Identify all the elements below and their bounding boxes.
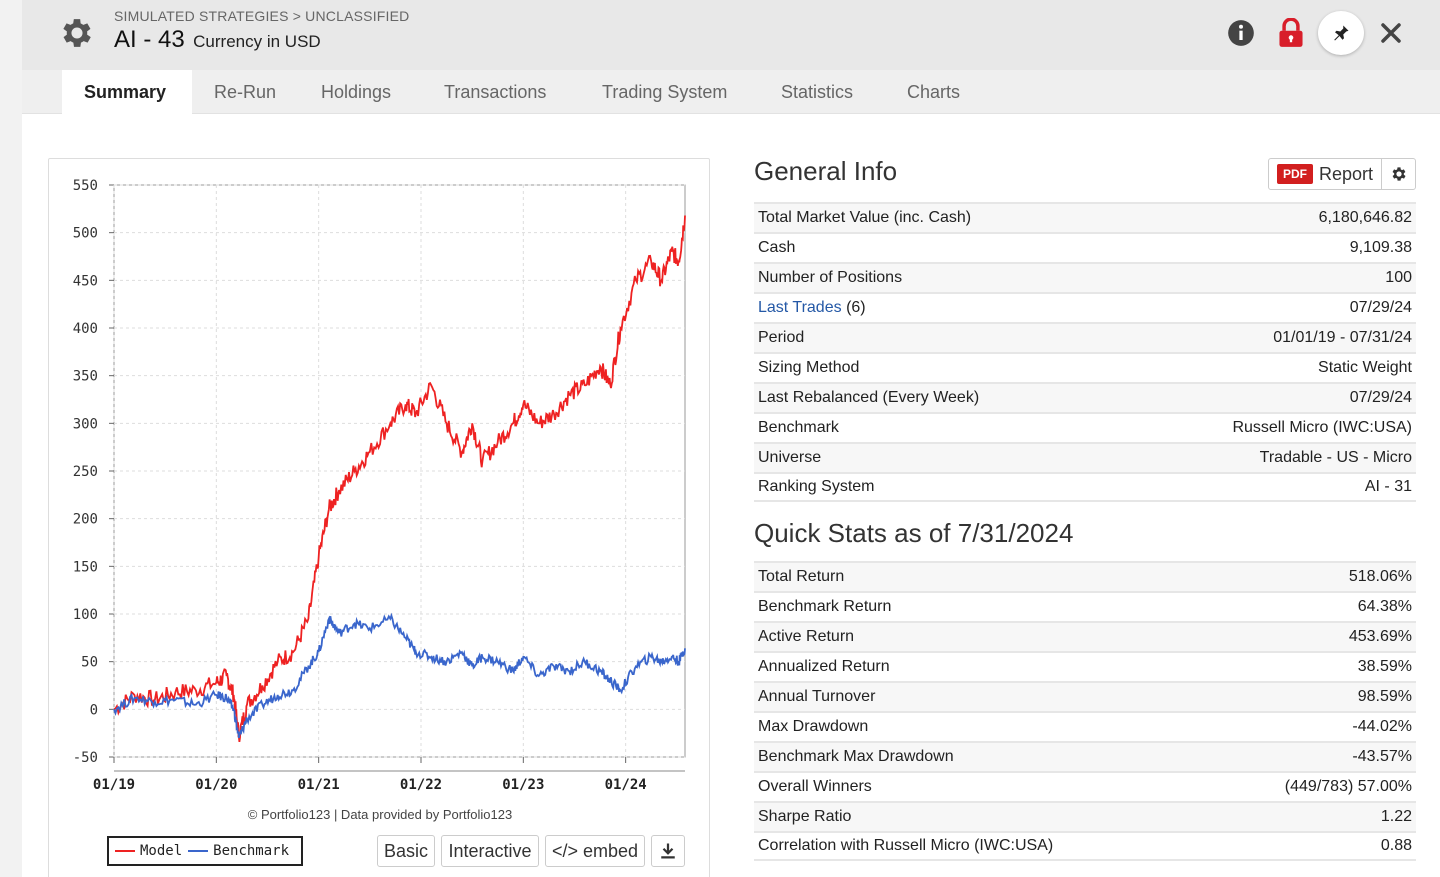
x-tick-label: 01/22: [400, 777, 442, 793]
last-trades-count: (6): [846, 299, 866, 316]
stat-row-overall-winners: Overall Winners (449/783) 57.00%: [754, 771, 1416, 801]
y-tick-label: 400: [73, 321, 98, 337]
legend-model-label: Model: [140, 843, 183, 859]
tab-trading-system[interactable]: Trading System: [602, 82, 728, 102]
y-tick-label: 50: [81, 655, 98, 671]
y-tick-label: 0: [90, 702, 98, 718]
x-tick-label: 01/23: [502, 777, 544, 793]
tab-bar: Summary Re-Run Holdings Transactions Tra…: [22, 70, 1440, 114]
report-label: Report: [1319, 163, 1374, 184]
legend-model-swatch: [115, 850, 135, 852]
legend-benchmark: Benchmark: [188, 843, 289, 859]
info-row-last-rebalanced: Last Rebalanced (Every Week) 07/29/24: [754, 382, 1416, 412]
tab-charts[interactable]: Charts: [907, 82, 961, 102]
info-row-benchmark: Benchmark Russell Micro (IWC:USA): [754, 412, 1416, 442]
x-tick-label: 01/21: [298, 777, 340, 793]
tab-statistics[interactable]: Statistics: [781, 82, 854, 102]
number-of-positions-value[interactable]: 100: [1385, 269, 1412, 286]
info-row-universe: Universe Tradable - US - Micro: [754, 442, 1416, 472]
embed-button[interactable]: </> embed: [545, 835, 645, 867]
general-info-title: General Info: [754, 156, 898, 186]
page-title: AI - 43 Currency in USD: [114, 26, 321, 54]
universe-link[interactable]: Tradable - US - Micro: [1259, 449, 1412, 466]
tab-transactions[interactable]: Transactions: [444, 82, 547, 102]
info-icon[interactable]: [1220, 12, 1262, 54]
number-of-positions-link[interactable]: Number of Positions: [758, 269, 903, 286]
info-row-last-trades: Last Trades (6) 07/29/24: [754, 292, 1416, 322]
report-settings-icon[interactable]: [1381, 159, 1415, 189]
stat-row-sharpe-ratio: Sharpe Ratio 1.22: [754, 801, 1416, 831]
x-tick-label: 01/19: [93, 777, 135, 793]
page-header: SIMULATED STRATEGIES > UNCLASSIFIED AI -…: [22, 0, 1440, 70]
y-tick-label: 200: [73, 512, 98, 528]
last-trades-link[interactable]: Last Trades: [758, 299, 842, 316]
download-icon: [661, 843, 675, 859]
x-tick-label: 01/20: [195, 777, 237, 793]
pdf-badge: PDF: [1277, 164, 1313, 184]
performance-chart-panel: -50 0 50 100 150 200 250 300 350 400 450 500 550 01/1…: [48, 158, 710, 877]
legend-model: Model: [115, 843, 182, 859]
tab-re-run[interactable]: Re-Run: [214, 82, 277, 102]
report-button[interactable]: PDF Report: [1268, 158, 1416, 190]
info-row-sizing-method: Sizing Method Static Weight: [754, 352, 1416, 382]
stat-row-total-return: Total Return 518.06%: [754, 561, 1416, 591]
stat-row-annualized-return: Annualized Return 38.59%: [754, 651, 1416, 681]
info-row-period: Period 01/01/19 - 07/31/24: [754, 322, 1416, 352]
y-tick-label: 500: [73, 226, 98, 242]
tab-summary[interactable]: Summary: [62, 70, 192, 114]
info-row-total-market-value: Total Market Value (inc. Cash) 6,180,646…: [754, 202, 1416, 232]
lock-icon[interactable]: [1270, 12, 1312, 54]
stat-row-benchmark-return: Benchmark Return 64.38%: [754, 591, 1416, 621]
stat-row-benchmark-max-drawdown: Benchmark Max Drawdown -43.57%: [754, 741, 1416, 771]
y-tick-label: 350: [73, 369, 98, 385]
series-line-benchmark: [113, 612, 686, 739]
chart-legend: Model Benchmark: [107, 836, 303, 866]
download-button[interactable]: [651, 835, 685, 867]
y-tick-label: 300: [73, 416, 98, 432]
stat-row-correlation: Correlation with Russell Micro (IWC:USA)…: [754, 831, 1416, 861]
legend-benchmark-swatch: [188, 850, 209, 852]
strategy-title: AI - 43: [114, 26, 185, 53]
chart-copyright: © Portfolio123 | Data provided by Portfo…: [247, 807, 513, 822]
info-row-ranking-system: Ranking System AI - 31: [754, 472, 1416, 502]
quick-stats-table: Total Return 518.06% Benchmark Return 64…: [754, 561, 1416, 861]
y-tick-label: 100: [73, 607, 98, 623]
performance-chart: -50 0 50 100 150 200 250 300 350 400 450 500 550 01/1…: [73, 178, 686, 793]
legend-benchmark-label: Benchmark: [213, 843, 290, 859]
general-info-table: Total Market Value (inc. Cash) 6,180,646…: [754, 202, 1416, 502]
y-tick-label: 250: [73, 464, 98, 480]
interactive-button[interactable]: Interactive: [441, 835, 539, 867]
y-tick-label: 150: [73, 559, 98, 575]
y-tick-label: 550: [73, 178, 98, 194]
quick-stats-title: Quick Stats as of 7/31/2024: [754, 518, 1074, 548]
pin-icon[interactable]: [1318, 11, 1364, 55]
info-row-cash: Cash 9,109.38: [754, 232, 1416, 262]
series-line-model: [113, 215, 686, 743]
y-tick-label: 450: [73, 273, 98, 289]
tab-holdings[interactable]: Holdings: [321, 82, 392, 102]
info-row-number-of-positions: Number of Positions 100: [754, 262, 1416, 292]
ranking-system-link[interactable]: AI - 31: [1364, 478, 1412, 495]
basic-button[interactable]: Basic: [377, 835, 435, 867]
close-icon[interactable]: [1370, 12, 1412, 54]
currency-label: Currency in USD: [193, 32, 321, 51]
gear-icon[interactable]: [58, 14, 96, 52]
stat-row-annual-turnover: Annual Turnover 98.59%: [754, 681, 1416, 711]
stat-row-max-drawdown: Max Drawdown -44.02%: [754, 711, 1416, 741]
x-tick-label: 01/24: [605, 777, 647, 793]
breadcrumb[interactable]: SIMULATED STRATEGIES > UNCLASSIFIED: [114, 8, 410, 24]
last-trades-date[interactable]: 07/29/24: [1349, 299, 1412, 316]
stat-row-active-return: Active Return 453.69%: [754, 621, 1416, 651]
y-tick-label: -50: [73, 750, 98, 766]
summary-content: -50 0 50 100 150 200 250 300 350 400 450 500 550 01/1…: [22, 114, 1440, 877]
